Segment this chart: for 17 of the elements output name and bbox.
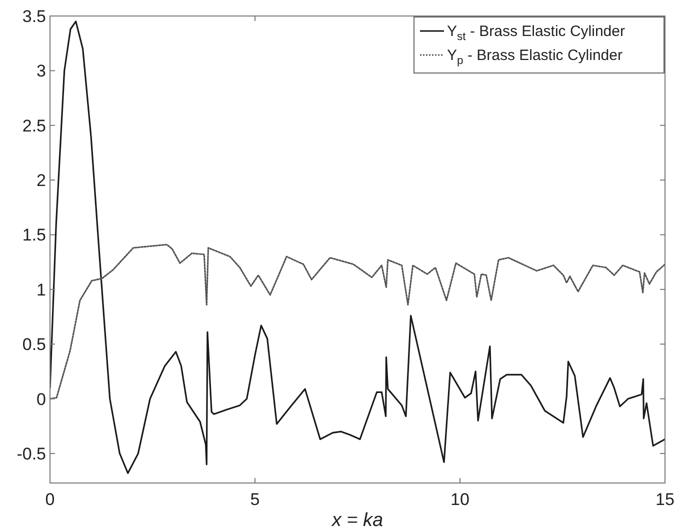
x-tick-label: 15	[656, 490, 674, 509]
y-tick-label: 2.5	[22, 116, 46, 136]
legend-label: Y$_{p}$ - Brass Elastic Cylinder	[447, 47, 622, 67]
y-tick-label: -0.5	[16, 444, 46, 464]
y-tick-label: 3.5	[22, 7, 46, 26]
y-tick-label: 3	[36, 62, 46, 81]
y-tick-label: 1	[36, 280, 46, 300]
x-tick-label: 10	[450, 490, 470, 509]
line-series	[50, 20, 665, 474]
y-tick-label: 0	[36, 390, 46, 409]
x-tick-label: 5	[250, 490, 260, 509]
line-series	[50, 244, 665, 400]
y-tick-label: 2	[36, 171, 46, 190]
x-axis-title: x = ka	[330, 510, 384, 531]
legend-label: Y$_{st}$ - Brass Elastic Cylinder	[447, 23, 625, 43]
y-tick-label: 1.5	[22, 226, 46, 245]
y-tick-label: 0.5	[22, 335, 46, 354]
